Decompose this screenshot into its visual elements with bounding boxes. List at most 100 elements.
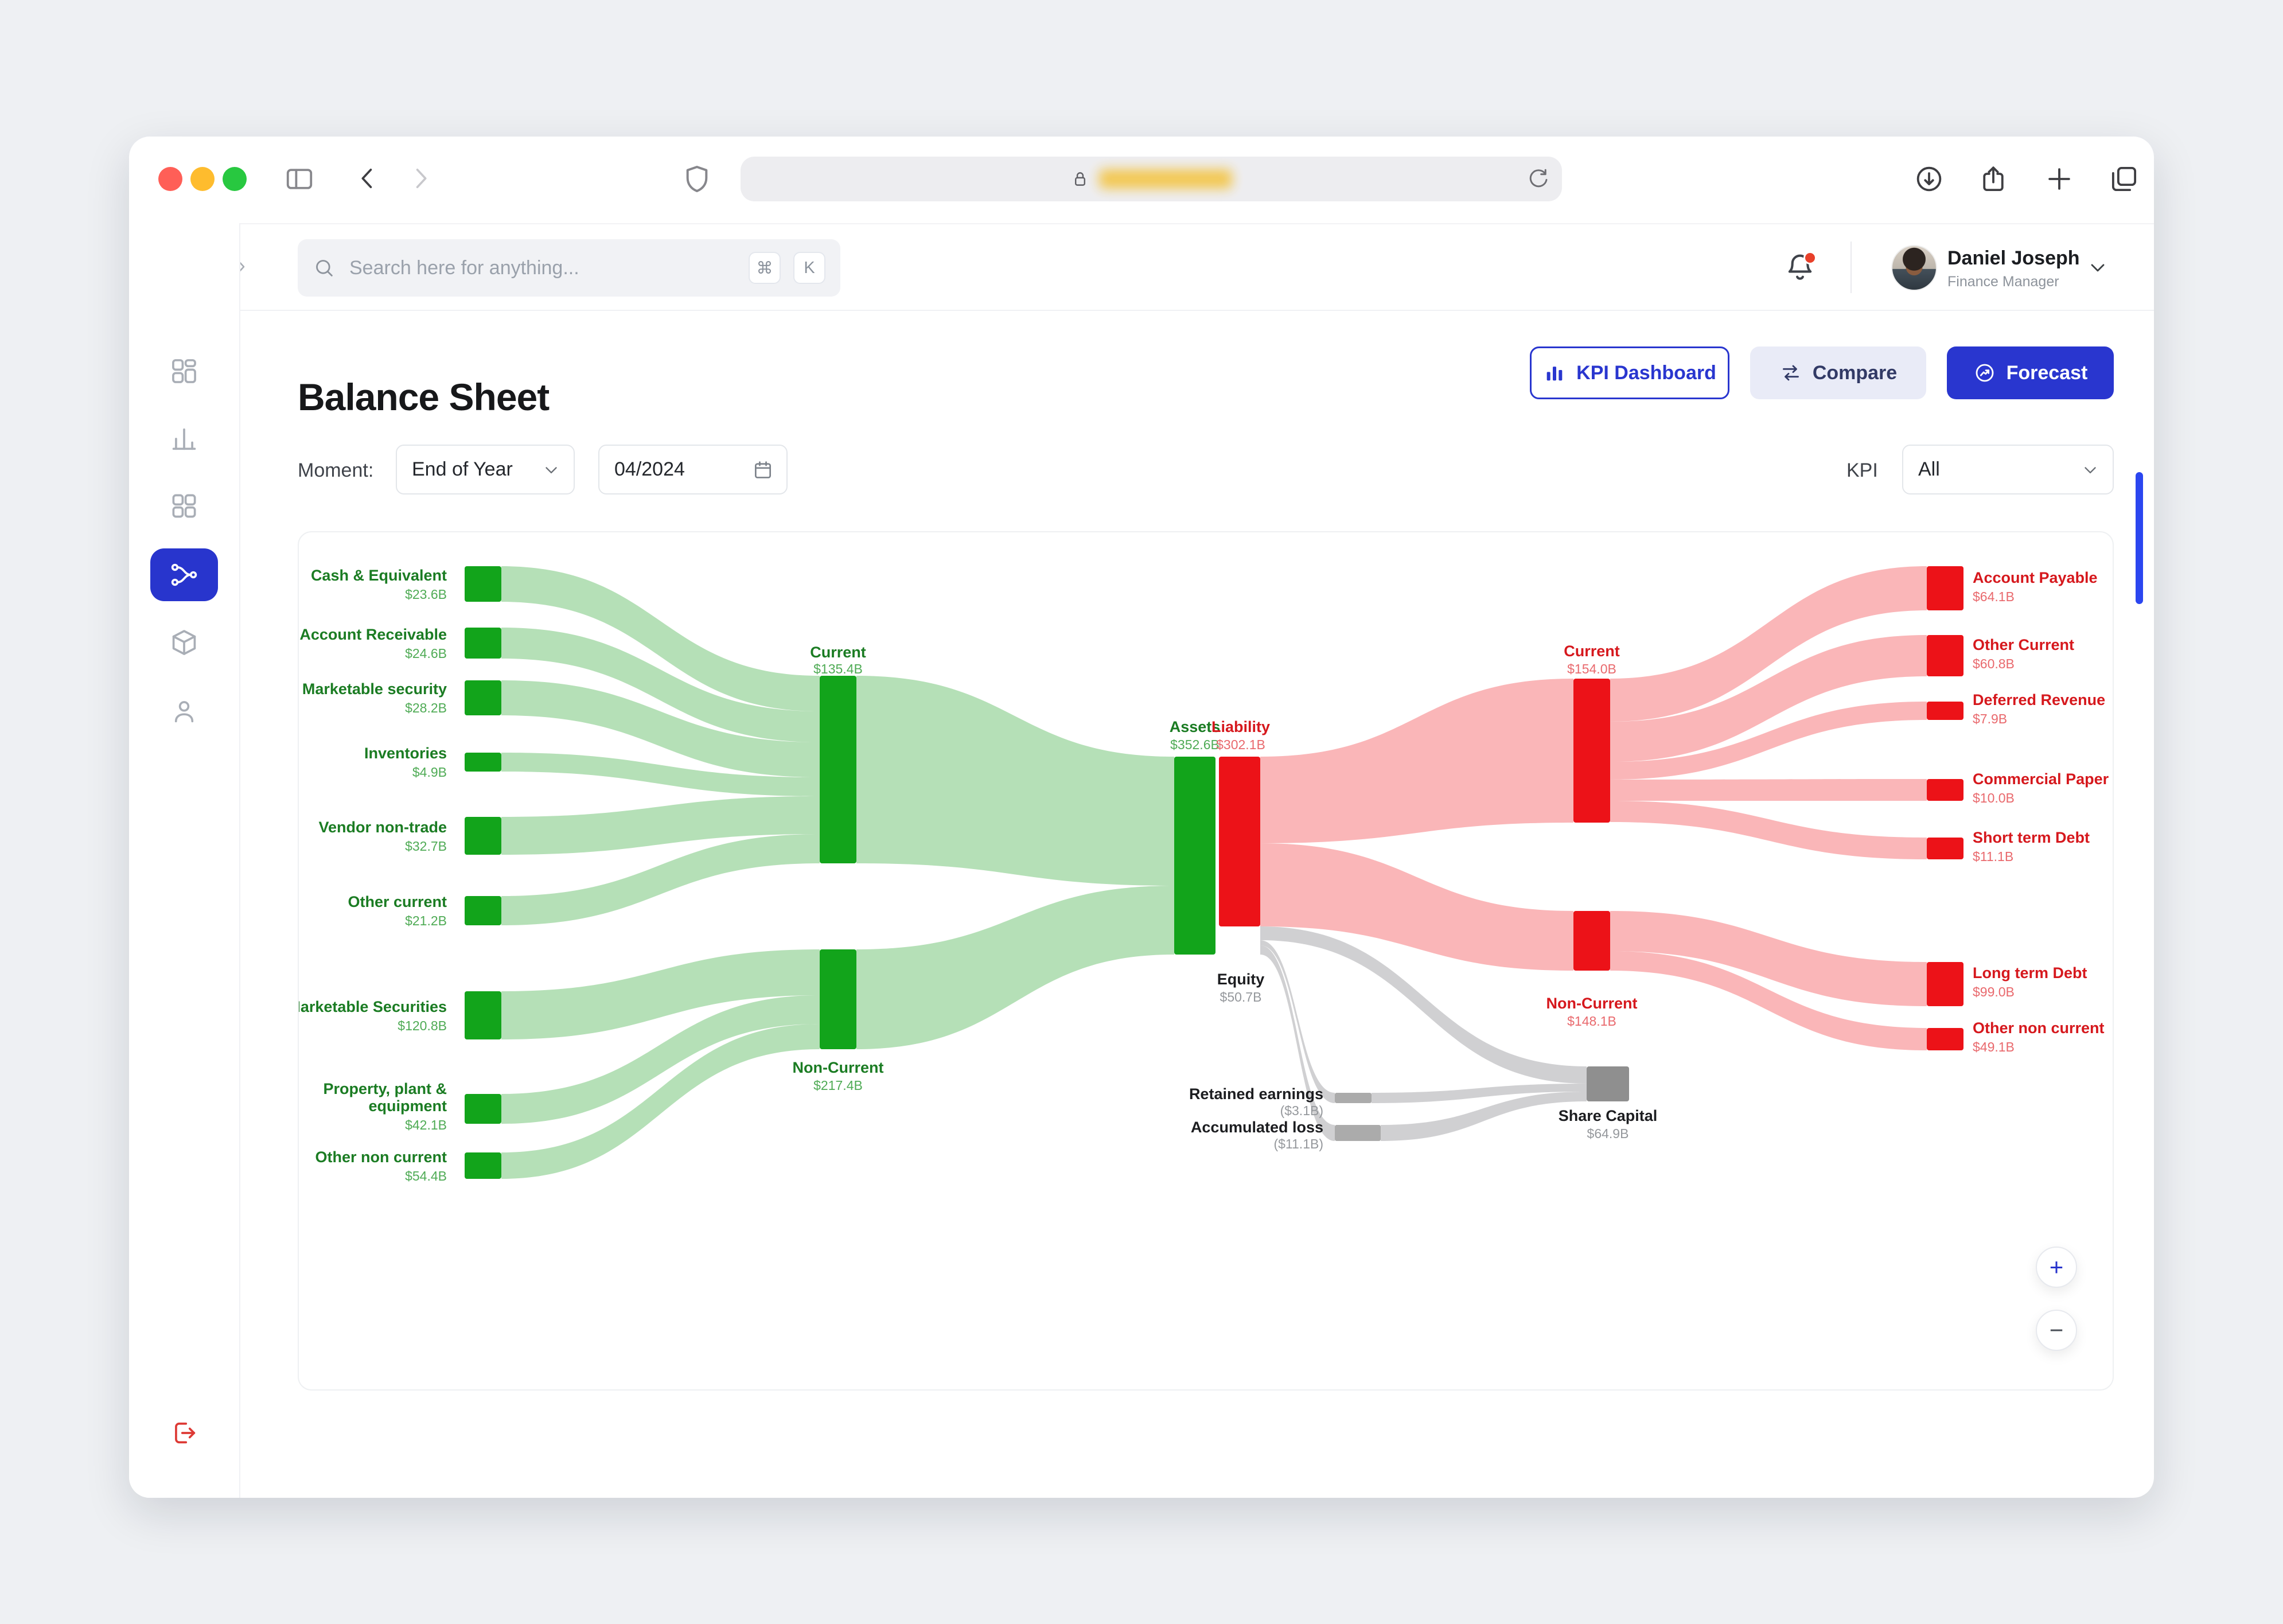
svg-text:Commercial Paper: Commercial Paper bbox=[1973, 770, 2109, 788]
header-bottom-divider bbox=[239, 310, 2154, 311]
node-retained-earnings[interactable] bbox=[1335, 1093, 1372, 1103]
kpi-dashboard-button[interactable]: KPI Dashboard bbox=[1530, 346, 1729, 399]
node-inventories[interactable] bbox=[465, 753, 501, 772]
svg-text:$352.6B: $352.6B bbox=[1170, 737, 1220, 752]
svg-text:Marketable Securities: Marketable Securities bbox=[299, 998, 447, 1015]
toolbar-divider bbox=[129, 223, 2154, 224]
notification-dot bbox=[1803, 251, 1817, 264]
svg-text:Assets: Assets bbox=[1170, 718, 1221, 735]
svg-text:Marketable security: Marketable security bbox=[302, 680, 447, 698]
svg-text:$302.1B: $302.1B bbox=[1216, 737, 1265, 752]
compare-label: Compare bbox=[1812, 361, 1898, 384]
privacy-shield-icon[interactable] bbox=[681, 163, 713, 195]
global-search[interactable]: ⌘ K bbox=[298, 239, 840, 297]
balance-sheet-sankey: Cash & Equivalent $23.6B Account Receivab… bbox=[299, 566, 2109, 1183]
node-other-current[interactable] bbox=[465, 896, 501, 925]
forecast-icon bbox=[1976, 364, 1994, 382]
svg-text:$135.4B: $135.4B bbox=[813, 661, 863, 676]
scrollbar-thumb[interactable] bbox=[2136, 472, 2143, 604]
sidebar-item-profile[interactable] bbox=[169, 696, 199, 726]
new-tab-icon[interactable] bbox=[2044, 163, 2075, 194]
node-share-capital[interactable] bbox=[1587, 1066, 1629, 1101]
sidebar-item-dashboard[interactable] bbox=[169, 356, 199, 386]
logout-button[interactable] bbox=[169, 1418, 199, 1448]
node-liability[interactable] bbox=[1219, 757, 1260, 926]
node-other-non-current-liab[interactable] bbox=[1927, 1028, 1963, 1050]
search-icon bbox=[316, 260, 333, 276]
node-commercial-paper[interactable] bbox=[1927, 779, 1963, 801]
back-button[interactable] bbox=[353, 163, 383, 193]
node-vendor-non-trade[interactable] bbox=[465, 817, 501, 855]
node-accumulated-loss[interactable] bbox=[1335, 1125, 1381, 1141]
kpi-select[interactable]: All bbox=[1902, 445, 2114, 494]
node-short-term-debt[interactable] bbox=[1927, 838, 1963, 859]
avatar[interactable] bbox=[1891, 245, 1937, 291]
address-bar[interactable] bbox=[741, 157, 1562, 201]
zoom-out-button[interactable]: − bbox=[2036, 1310, 2077, 1351]
forward-button[interactable] bbox=[406, 163, 435, 193]
dashboard-icon bbox=[172, 359, 196, 383]
traffic-close-button[interactable] bbox=[158, 167, 182, 191]
svg-text:$49.1B: $49.1B bbox=[1973, 1039, 2015, 1054]
node-marketable-security[interactable] bbox=[465, 680, 501, 715]
traffic-zoom-button[interactable] bbox=[223, 167, 247, 191]
node-assets[interactable] bbox=[1174, 757, 1215, 955]
node-other-current-liab[interactable] bbox=[1927, 635, 1963, 676]
svg-text:($11.1B): ($11.1B) bbox=[1273, 1136, 1323, 1151]
svg-text:Current: Current bbox=[810, 644, 866, 661]
svg-text:$11.1B: $11.1B bbox=[1973, 849, 2013, 864]
svg-text:$120.8B: $120.8B bbox=[398, 1018, 447, 1033]
sidebar-item-apps[interactable] bbox=[169, 491, 199, 521]
svg-text:Deferred Revenue: Deferred Revenue bbox=[1973, 691, 2105, 708]
downloads-icon[interactable] bbox=[1914, 163, 1945, 194]
node-other-non-current-assets[interactable] bbox=[465, 1152, 501, 1179]
logout-icon bbox=[175, 1422, 196, 1444]
node-non-current-assets[interactable] bbox=[820, 949, 856, 1049]
node-account-receivable[interactable] bbox=[465, 628, 501, 659]
svg-text:Long term Debt: Long term Debt bbox=[1973, 964, 2087, 982]
node-marketable-securities[interactable] bbox=[465, 991, 501, 1039]
node-deferred-revenue[interactable] bbox=[1927, 702, 1963, 720]
svg-text:Account Receivable: Account Receivable bbox=[299, 626, 447, 643]
svg-text:$10.0B: $10.0B bbox=[1973, 790, 2015, 805]
svg-text:Equity: Equity bbox=[1217, 971, 1265, 988]
svg-text:Current: Current bbox=[1564, 642, 1620, 660]
svg-text:$32.7B: $32.7B bbox=[405, 839, 447, 854]
kpi-dashboard-label: KPI Dashboard bbox=[1576, 361, 1716, 384]
sankey-flow-icon bbox=[171, 563, 197, 586]
share-icon[interactable] bbox=[1978, 163, 2009, 194]
node-current-assets[interactable] bbox=[820, 676, 856, 863]
node-non-current-liabilities[interactable] bbox=[1573, 911, 1610, 971]
user-menu[interactable]: Daniel Joseph Finance Manager bbox=[1947, 247, 2080, 290]
date-input[interactable]: 04/2024 bbox=[598, 445, 788, 494]
node-cash-equivalent[interactable] bbox=[465, 566, 501, 602]
period-select[interactable]: End of Year bbox=[396, 445, 575, 494]
svg-text:$64.9B: $64.9B bbox=[1587, 1126, 1629, 1141]
node-long-term-debt[interactable] bbox=[1927, 962, 1963, 1006]
chevron-down-icon[interactable] bbox=[2086, 256, 2109, 279]
svg-text:equipment: equipment bbox=[368, 1097, 447, 1115]
node-current-liabilities[interactable] bbox=[1573, 679, 1610, 823]
notifications-button[interactable] bbox=[1783, 250, 1817, 283]
sidebar-item-analytics[interactable] bbox=[169, 424, 199, 454]
compare-button[interactable]: Compare bbox=[1750, 346, 1926, 399]
node-ppe[interactable] bbox=[465, 1094, 501, 1124]
sidebar-item-flows-active[interactable] bbox=[150, 548, 218, 601]
traffic-minimize-button[interactable] bbox=[190, 167, 215, 191]
svg-text:$42.1B: $42.1B bbox=[405, 1117, 447, 1132]
liability-flows bbox=[1260, 566, 1927, 1050]
chevron-down-icon bbox=[2085, 466, 2096, 473]
node-account-payable[interactable] bbox=[1927, 566, 1963, 610]
search-input[interactable] bbox=[348, 256, 736, 280]
kpi-select-value: All bbox=[1918, 458, 1940, 480]
chevron-down-icon bbox=[546, 466, 557, 473]
sidebar bbox=[129, 223, 240, 1498]
zoom-in-button[interactable]: + bbox=[2036, 1247, 2077, 1288]
sidebar-item-products[interactable] bbox=[169, 628, 199, 657]
apps-grid-icon bbox=[172, 494, 196, 518]
sidebar-toggle-icon[interactable] bbox=[284, 163, 315, 194]
forecast-button[interactable]: Forecast bbox=[1947, 346, 2114, 399]
tab-overview-icon[interactable] bbox=[2109, 163, 2140, 194]
page-title: Balance Sheet bbox=[298, 376, 550, 419]
reload-icon[interactable] bbox=[1526, 167, 1550, 191]
